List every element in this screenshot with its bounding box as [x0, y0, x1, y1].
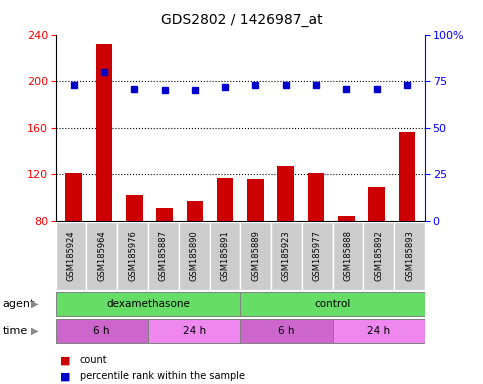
Text: GSM185888: GSM185888 — [343, 230, 353, 281]
Text: GSM185923: GSM185923 — [282, 230, 291, 281]
Bar — [394, 222, 425, 290]
Bar — [271, 222, 302, 290]
Bar — [338, 216, 355, 221]
Text: 24 h: 24 h — [367, 326, 390, 336]
Bar — [210, 222, 240, 290]
Bar — [126, 195, 142, 221]
Text: 6 h: 6 h — [278, 326, 295, 336]
Text: GSM185890: GSM185890 — [190, 230, 199, 281]
Bar — [148, 222, 179, 290]
Text: time: time — [2, 326, 28, 336]
Text: GDS2802 / 1426987_at: GDS2802 / 1426987_at — [161, 13, 322, 27]
Bar — [398, 132, 415, 221]
Text: 6 h: 6 h — [94, 326, 110, 336]
Bar — [302, 222, 333, 290]
Text: ▶: ▶ — [31, 326, 39, 336]
Bar — [148, 319, 241, 343]
Text: dexamethasone: dexamethasone — [106, 299, 190, 309]
Bar — [96, 44, 113, 221]
Text: 24 h: 24 h — [183, 326, 206, 336]
Bar — [277, 166, 294, 221]
Text: GSM185924: GSM185924 — [67, 230, 75, 281]
Text: ▶: ▶ — [31, 299, 39, 309]
Text: GSM185976: GSM185976 — [128, 230, 137, 281]
Bar — [241, 222, 271, 290]
Bar — [333, 319, 425, 343]
Bar — [56, 222, 86, 290]
Bar — [56, 319, 148, 343]
Bar — [217, 178, 233, 221]
Bar — [56, 292, 241, 316]
Bar — [241, 292, 425, 316]
Bar — [86, 222, 117, 290]
Text: GSM185977: GSM185977 — [313, 230, 322, 281]
Text: ■: ■ — [60, 371, 71, 381]
Text: percentile rank within the sample: percentile rank within the sample — [80, 371, 245, 381]
Text: GSM185892: GSM185892 — [374, 230, 384, 281]
Bar — [156, 208, 173, 221]
Bar — [186, 201, 203, 221]
Text: GSM185964: GSM185964 — [97, 230, 106, 281]
Bar — [179, 222, 210, 290]
Text: count: count — [80, 355, 107, 365]
Text: GSM185893: GSM185893 — [405, 230, 414, 281]
Text: agent: agent — [2, 299, 35, 309]
Text: GSM185891: GSM185891 — [220, 230, 229, 281]
Bar — [368, 187, 385, 221]
Bar — [333, 222, 364, 290]
Bar — [308, 173, 325, 221]
Bar — [241, 319, 333, 343]
Text: ■: ■ — [60, 355, 71, 365]
Bar — [117, 222, 148, 290]
Bar — [247, 179, 264, 221]
Text: GSM185889: GSM185889 — [251, 230, 260, 281]
Text: control: control — [314, 299, 351, 309]
Bar — [65, 173, 82, 221]
Text: GSM185887: GSM185887 — [159, 230, 168, 281]
Bar — [364, 222, 394, 290]
